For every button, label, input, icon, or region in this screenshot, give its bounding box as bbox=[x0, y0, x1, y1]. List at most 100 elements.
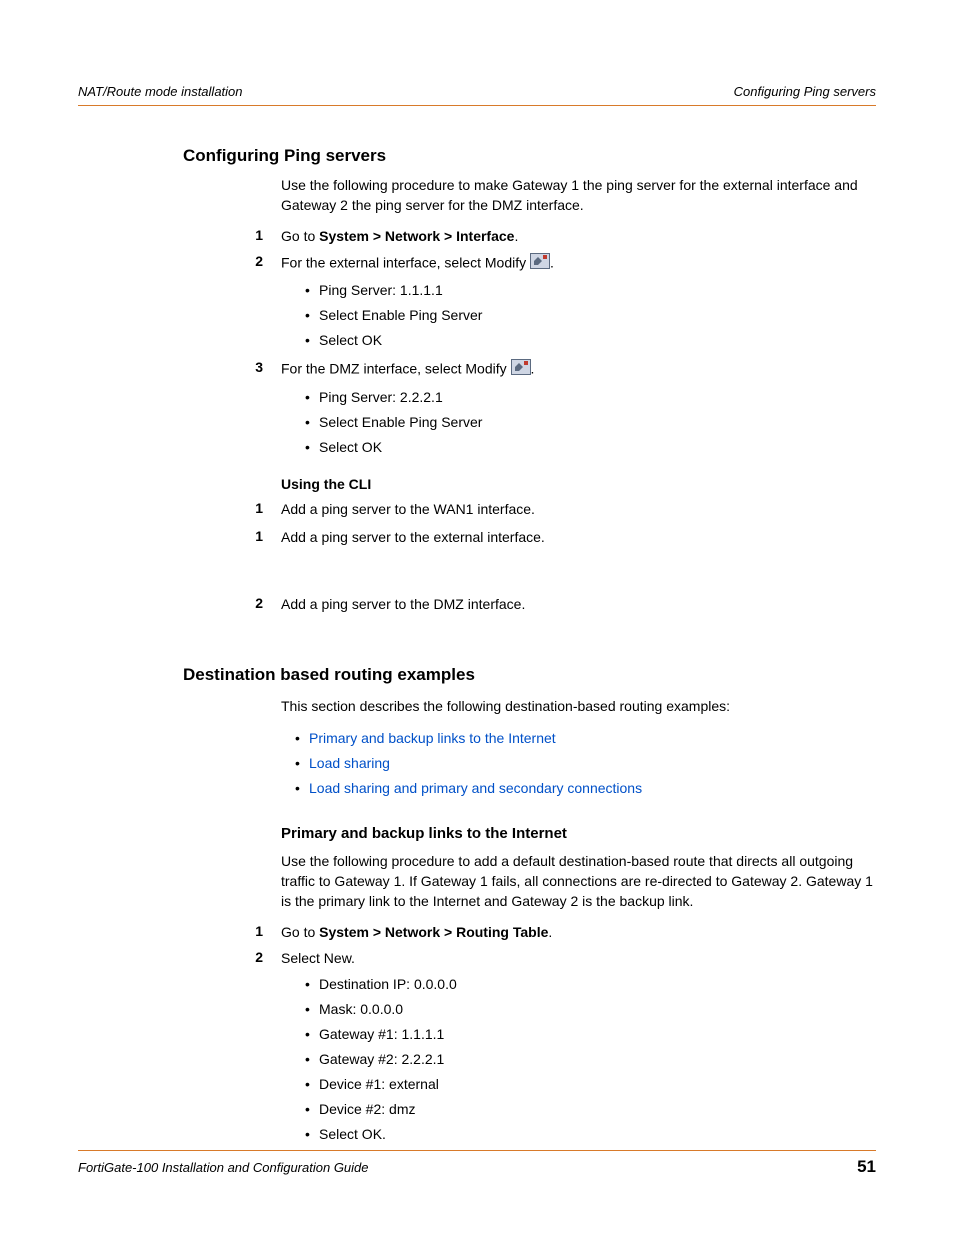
modify-icon bbox=[530, 253, 550, 275]
list-item: •Select Enable Ping Server bbox=[305, 412, 876, 433]
step-number: 1 bbox=[243, 923, 263, 939]
step-number: 2 bbox=[243, 595, 263, 611]
subheading-using-the-cli: Using the CLI bbox=[281, 476, 876, 492]
bullet-text: Device #2: dmz bbox=[319, 1099, 415, 1120]
list-item: •Ping Server: 1.1.1.1 bbox=[305, 280, 876, 301]
bullet-dot: • bbox=[305, 1124, 319, 1145]
bullet-dot: • bbox=[305, 280, 319, 301]
cli-step-1b: 1 Add a ping server to the external inte… bbox=[243, 528, 876, 548]
step-number: 1 bbox=[243, 227, 263, 243]
step-3: 3 For the DMZ interface, select Modify . bbox=[243, 359, 876, 381]
text: . bbox=[550, 254, 554, 270]
section-heading-destination-based-routing: Destination based routing examples bbox=[183, 665, 876, 685]
list-item: •Load sharing bbox=[295, 753, 876, 774]
bullet-dot: • bbox=[305, 1024, 319, 1045]
bullet-list: •Ping Server: 2.2.2.1 •Select Enable Pin… bbox=[305, 387, 876, 458]
menu-path: System > Network > Interface bbox=[319, 228, 514, 244]
step-number: 2 bbox=[243, 253, 263, 269]
bullet-dot: • bbox=[295, 753, 309, 774]
bullet-text: Mask: 0.0.0.0 bbox=[319, 999, 403, 1020]
text: . bbox=[531, 361, 535, 377]
list-item: •Select OK bbox=[305, 437, 876, 458]
bullet-dot: • bbox=[305, 387, 319, 408]
bullet-list: •Destination IP: 0.0.0.0 •Mask: 0.0.0.0 … bbox=[305, 974, 876, 1145]
header-right-text: Configuring Ping servers bbox=[734, 84, 876, 99]
intro-paragraph: Use the following procedure to add a def… bbox=[281, 852, 876, 911]
text: Go to bbox=[281, 228, 319, 244]
section-heading-configuring-ping-servers: Configuring Ping servers bbox=[183, 146, 876, 166]
list-item: •Gateway #2: 2.2.2.1 bbox=[305, 1049, 876, 1070]
link-load-sharing-primary-secondary[interactable]: Load sharing and primary and secondary c… bbox=[309, 778, 642, 799]
footer-left-text: FortiGate-100 Installation and Configura… bbox=[78, 1160, 369, 1175]
intro-paragraph: Use the following procedure to make Gate… bbox=[281, 176, 876, 215]
step-text: Go to System > Network > Routing Table. bbox=[281, 923, 876, 943]
bullet-dot: • bbox=[295, 778, 309, 799]
header-left-text: NAT/Route mode installation bbox=[78, 84, 243, 99]
page-content: Configuring Ping servers Use the followi… bbox=[78, 106, 876, 1145]
list-item: •Ping Server: 2.2.2.1 bbox=[305, 387, 876, 408]
list-item: •Device #2: dmz bbox=[305, 1099, 876, 1120]
link-list: •Primary and backup links to the Interne… bbox=[295, 728, 876, 799]
step-text: For the DMZ interface, select Modify . bbox=[281, 359, 876, 381]
bullet-dot: • bbox=[305, 412, 319, 433]
bullet-text: Ping Server: 2.2.2.1 bbox=[319, 387, 443, 408]
step-text: Select New. bbox=[281, 949, 876, 969]
bullet-dot: • bbox=[305, 999, 319, 1020]
bullet-text: Select Enable Ping Server bbox=[319, 412, 482, 433]
document-page: NAT/Route mode installation Configuring … bbox=[0, 0, 954, 1235]
bullet-text: Gateway #2: 2.2.2.1 bbox=[319, 1049, 444, 1070]
text: . bbox=[548, 924, 552, 940]
list-item: •Select OK bbox=[305, 330, 876, 351]
step-number: 2 bbox=[243, 949, 263, 965]
cli-step-1a: 1 Add a ping server to the WAN1 interfac… bbox=[243, 500, 876, 520]
bullet-dot: • bbox=[295, 728, 309, 749]
text: . bbox=[514, 228, 518, 244]
bullet-dot: • bbox=[305, 437, 319, 458]
step-text: For the external interface, select Modif… bbox=[281, 253, 876, 275]
bullet-dot: • bbox=[305, 330, 319, 351]
bullet-list: •Ping Server: 1.1.1.1 •Select Enable Pin… bbox=[305, 280, 876, 351]
list-item: •Destination IP: 0.0.0.0 bbox=[305, 974, 876, 995]
text: Go to bbox=[281, 924, 319, 940]
step-2: 2 For the external interface, select Mod… bbox=[243, 253, 876, 275]
modify-icon bbox=[511, 359, 531, 381]
step-text: Add a ping server to the external interf… bbox=[281, 528, 876, 548]
intro-paragraph: This section describes the following des… bbox=[281, 697, 876, 717]
list-item: •Select Enable Ping Server bbox=[305, 305, 876, 326]
page-number: 51 bbox=[857, 1157, 876, 1177]
bullet-text: Destination IP: 0.0.0.0 bbox=[319, 974, 457, 995]
step-text: Add a ping server to the DMZ interface. bbox=[281, 595, 876, 615]
list-item: •Load sharing and primary and secondary … bbox=[295, 778, 876, 799]
step-number: 1 bbox=[243, 528, 263, 544]
link-primary-backup[interactable]: Primary and backup links to the Internet bbox=[309, 728, 556, 749]
menu-path: System > Network > Routing Table bbox=[319, 924, 548, 940]
bullet-dot: • bbox=[305, 305, 319, 326]
bullet-text: Select Enable Ping Server bbox=[319, 305, 482, 326]
step-text: Go to System > Network > Interface. bbox=[281, 227, 876, 247]
step-number: 1 bbox=[243, 500, 263, 516]
subsection-heading-primary-backup-links: Primary and backup links to the Internet bbox=[281, 825, 876, 842]
bullet-dot: • bbox=[305, 1074, 319, 1095]
step-2: 2 Select New. bbox=[243, 949, 876, 969]
page-footer: FortiGate-100 Installation and Configura… bbox=[78, 1150, 876, 1177]
bullet-text: Select OK bbox=[319, 437, 382, 458]
list-item: •Mask: 0.0.0.0 bbox=[305, 999, 876, 1020]
step-1: 1 Go to System > Network > Routing Table… bbox=[243, 923, 876, 943]
step-1: 1 Go to System > Network > Interface. bbox=[243, 227, 876, 247]
cli-step-2: 2 Add a ping server to the DMZ interface… bbox=[243, 595, 876, 615]
list-item: •Gateway #1: 1.1.1.1 bbox=[305, 1024, 876, 1045]
text: For the external interface, select Modif… bbox=[281, 254, 530, 270]
bullet-text: Select OK. bbox=[319, 1124, 386, 1145]
bullet-text: Device #1: external bbox=[319, 1074, 439, 1095]
bullet-dot: • bbox=[305, 1049, 319, 1070]
step-number: 3 bbox=[243, 359, 263, 375]
list-item: •Select OK. bbox=[305, 1124, 876, 1145]
step-text: Add a ping server to the WAN1 interface. bbox=[281, 500, 876, 520]
list-item: •Primary and backup links to the Interne… bbox=[295, 728, 876, 749]
link-load-sharing[interactable]: Load sharing bbox=[309, 753, 390, 774]
bullet-text: Gateway #1: 1.1.1.1 bbox=[319, 1024, 444, 1045]
text: For the DMZ interface, select Modify bbox=[281, 361, 511, 377]
page-header: NAT/Route mode installation Configuring … bbox=[78, 84, 876, 106]
bullet-dot: • bbox=[305, 974, 319, 995]
bullet-text: Select OK bbox=[319, 330, 382, 351]
